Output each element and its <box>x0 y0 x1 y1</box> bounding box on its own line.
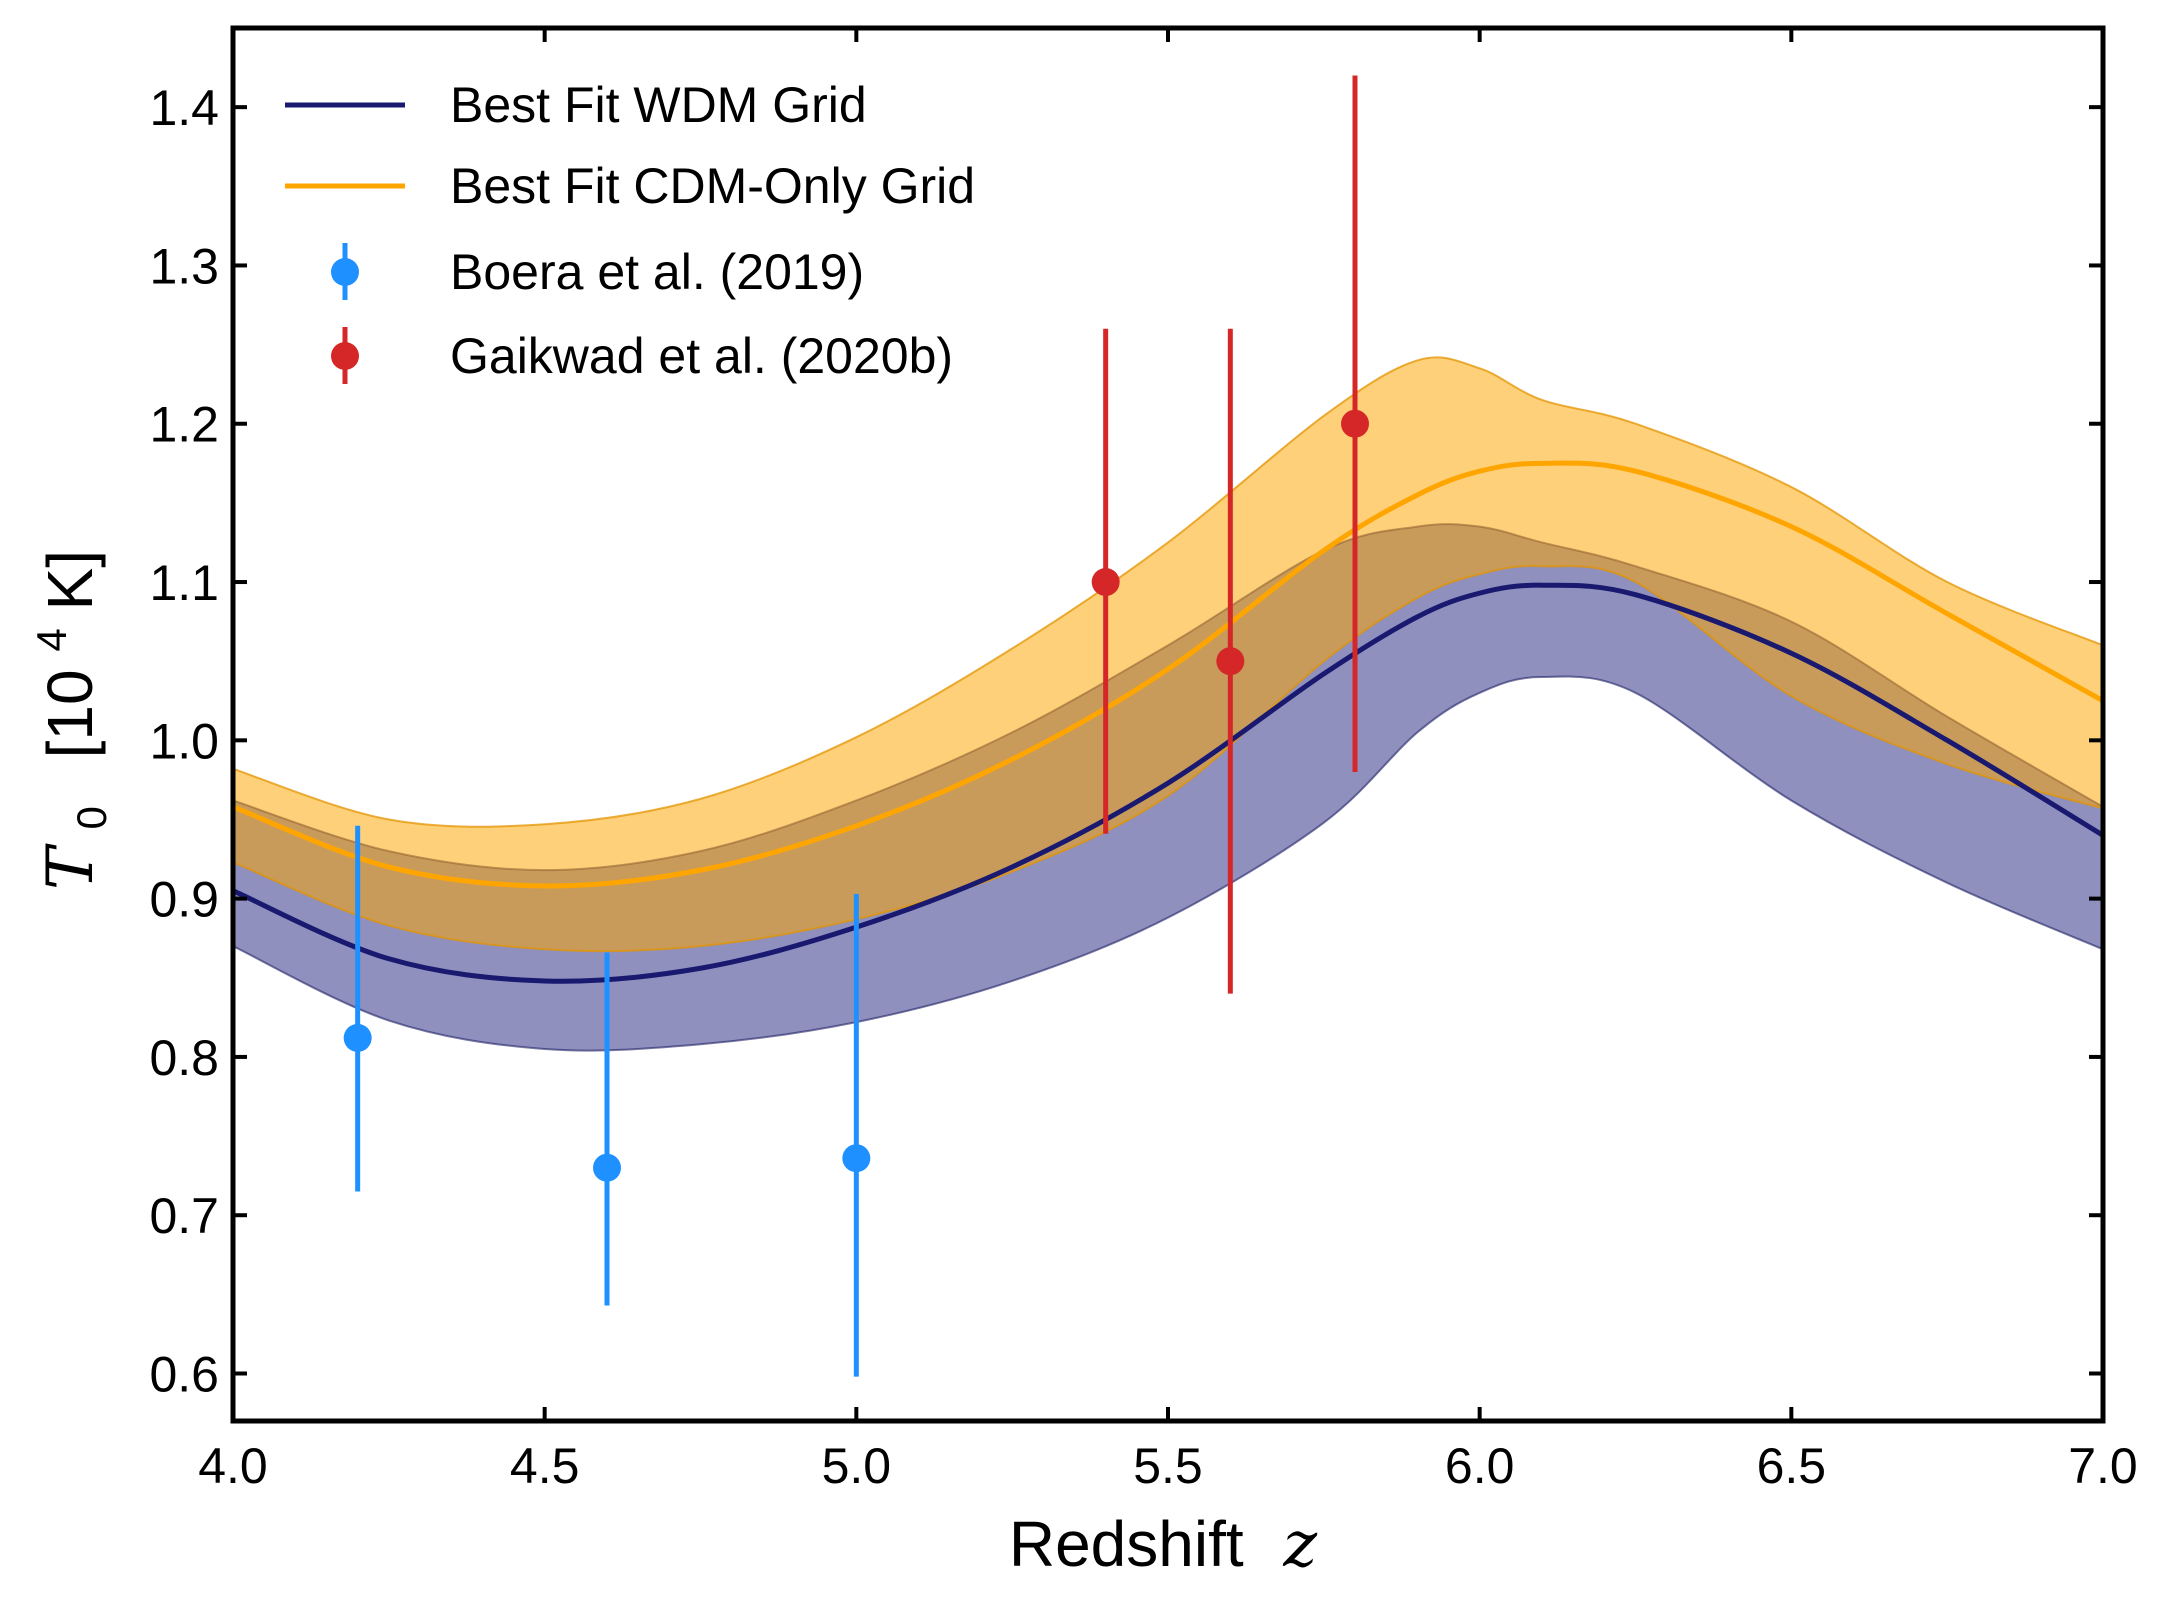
y-axis-label: T 0 [10 4 K] <box>8 550 120 890</box>
line-best-fit-cdm-only-grid <box>232 460 2105 889</box>
y-axis-ticks: 0.6 0.7 0.8 0.9 1.0 1.1 1.2 1.3 1.4 <box>149 80 2103 1403</box>
fit-lines <box>231 460 2105 984</box>
y-tick-label: 0.7 <box>149 1188 219 1244</box>
x-axis-ticks: 4.0 4.5 5.0 5.5 6.0 6.5 7.0 <box>198 28 2138 1494</box>
x-axis-label-text: Redshift <box>1009 1508 1244 1580</box>
x-tick-label: 6.0 <box>1445 1438 1515 1494</box>
y-axis-label-var: T <box>34 843 108 890</box>
legend-entry-cdm: Best Fit CDM-Only Grid <box>285 158 975 214</box>
x-tick-label: 5.5 <box>1133 1438 1203 1494</box>
point-boera-0 <box>343 1023 372 1052</box>
legend-swatch-gaikwad-marker <box>331 342 359 370</box>
y-tick-label: 0.6 <box>149 1347 219 1403</box>
x-tick-label: 6.5 <box>1757 1438 1827 1494</box>
x-axis-label-var: z <box>1282 1508 1318 1582</box>
point-gaikwad-1 <box>1216 647 1245 676</box>
x-tick-label: 5.0 <box>822 1438 892 1494</box>
x-tick-label: 7.0 <box>2068 1438 2138 1494</box>
legend-entry-wdm: Best Fit WDM Grid <box>285 77 867 133</box>
x-tick-label: 4.0 <box>198 1438 268 1494</box>
data-points <box>343 75 1369 1377</box>
line-best-fit-wdm-grid <box>231 582 2105 984</box>
point-boera-1 <box>593 1153 621 1182</box>
y-tick-label: 1.2 <box>149 397 219 453</box>
point-gaikwad-2 <box>1341 409 1369 438</box>
legend-label-wdm: Best Fit WDM Grid <box>450 77 867 133</box>
y-axis-label-unit-open: [10 <box>34 669 106 758</box>
x-axis-label: Redshift z <box>1009 1508 1319 1582</box>
confidence-bands <box>232 356 2104 1052</box>
y-tick-label: 1.0 <box>149 713 219 769</box>
x-tick-label: 4.5 <box>510 1438 580 1494</box>
legend-entry-boera: Boera et al. (2019) <box>331 243 864 300</box>
y-axis-label-unit-exp: 4 <box>28 628 75 651</box>
legend-label-boera: Boera et al. (2019) <box>450 244 864 300</box>
legend: Best Fit WDM Grid Best Fit CDM-Only Grid… <box>285 77 975 384</box>
legend-swatch-boera-marker <box>331 258 359 286</box>
legend-label-gaikwad: Gaikwad et al. (2020b) <box>450 328 953 384</box>
y-tick-label: 0.9 <box>149 872 219 928</box>
point-gaikwad-0 <box>1091 568 1120 597</box>
legend-label-cdm: Best Fit CDM-Only Grid <box>450 158 975 214</box>
y-axis-label-unit-close: K] <box>34 550 106 610</box>
point-boera-2 <box>842 1144 871 1173</box>
y-tick-label: 1.3 <box>149 238 219 294</box>
y-tick-label: 1.4 <box>149 80 219 136</box>
y-tick-label: 0.8 <box>149 1030 219 1086</box>
y-tick-label: 1.1 <box>149 555 219 611</box>
y-axis-label-sub: 0 <box>68 806 115 829</box>
legend-entry-gaikwad: Gaikwad et al. (2020b) <box>331 327 953 384</box>
